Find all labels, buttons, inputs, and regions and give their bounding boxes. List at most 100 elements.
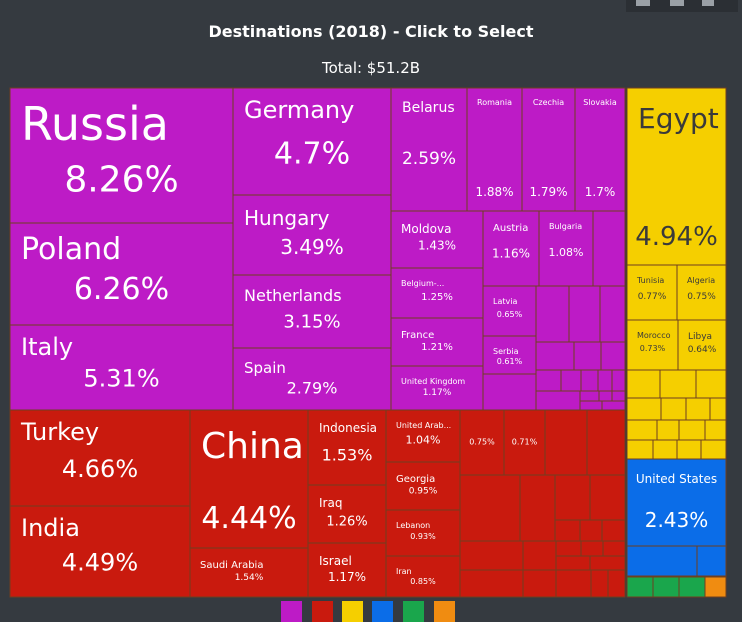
treemap-small-tile[interactable] (660, 397, 687, 421)
treemap-tile-rect[interactable] (307, 542, 387, 598)
table-view-icon[interactable] (636, 0, 650, 6)
treemap-small-tile[interactable] (568, 285, 601, 343)
treemap-tile-rect[interactable] (538, 210, 594, 287)
treemap-tile-rect[interactable] (307, 409, 387, 486)
south-america-icon[interactable] (403, 601, 424, 622)
treemap-tile-romania[interactable]: Romania 1.88% (466, 87, 523, 212)
treemap-small-tile[interactable] (573, 341, 602, 371)
treemap-tile-rect[interactable] (482, 285, 537, 337)
north-america-icon[interactable] (372, 601, 393, 622)
treemap-small-tile[interactable] (459, 569, 524, 598)
treemap-tile-rect[interactable] (521, 87, 576, 212)
treemap-small-tile[interactable] (555, 540, 582, 557)
treemap-tile-rect[interactable] (232, 274, 392, 349)
treemap-small-tile[interactable] (554, 519, 581, 542)
treemap-small-tile[interactable] (659, 369, 697, 399)
treemap-small-tile[interactable] (678, 419, 706, 441)
treemap-small-tile[interactable] (626, 545, 698, 577)
treemap-tile-czechia[interactable]: Czechia 1.79% (521, 87, 576, 212)
treemap-small-tile[interactable] (555, 555, 591, 571)
treemap-small-tile[interactable] (626, 439, 654, 460)
treemap-tile-morocco[interactable]: Morocco 0.73% (626, 319, 679, 371)
treemap-small-tile[interactable] (579, 390, 600, 402)
treemap-small-tile[interactable] (459, 474, 521, 542)
treemap-tile-rect[interactable] (385, 509, 461, 557)
treemap-tile-hungary[interactable]: Hungary 3.49% (232, 194, 392, 276)
treemap-small-tile[interactable] (600, 341, 626, 371)
treemap-small-tile[interactable] (652, 439, 678, 460)
treemap-tile-rect[interactable] (390, 365, 484, 411)
treemap-tile-rect[interactable] (9, 409, 191, 507)
treemap-small-tile[interactable] (656, 419, 680, 441)
treemap-small-tile[interactable] (626, 576, 654, 598)
treemap-tile-rect[interactable] (626, 458, 727, 547)
treemap-tile-rect[interactable] (232, 194, 392, 276)
treemap-tile-germany[interactable]: Germany 4.7% (232, 87, 392, 196)
treemap-small-tile[interactable] (560, 369, 582, 392)
oceania-icon[interactable] (434, 601, 455, 622)
treemap-tile-bulgaria[interactable]: Bulgaria 1.08% (538, 210, 594, 287)
treemap-tile-united-kingdom[interactable]: United Kingdom 1.17% (390, 365, 484, 411)
treemap-tile-netherlands[interactable]: Netherlands 3.15% (232, 274, 392, 349)
treemap-tile-rect[interactable] (232, 347, 392, 411)
treemap-small-tile[interactable] (589, 555, 626, 571)
treemap-small-tile[interactable] (586, 409, 626, 476)
treemap-small-tile[interactable] (580, 369, 599, 392)
treemap-small-tile[interactable] (696, 545, 727, 577)
treemap-tile-poland[interactable]: Poland 6.26% (9, 222, 234, 326)
treemap-small-tile[interactable] (676, 439, 702, 460)
treemap-tile-slovakia[interactable]: Slovakia 1.7% (574, 87, 626, 212)
treemap-tile-egypt[interactable]: Egypt 4.94% (626, 87, 727, 266)
treemap-small-tile[interactable] (482, 373, 537, 411)
treemap-small-tile[interactable] (601, 400, 626, 411)
treemap-tile-0-71[interactable]: 0.71% (503, 409, 546, 476)
treemap-tile-libya[interactable]: Libya 0.64% (677, 319, 727, 371)
treemap-small-tile[interactable] (554, 474, 591, 521)
treemap-small-tile[interactable] (601, 519, 626, 542)
treemap-tile-rect[interactable] (189, 547, 309, 598)
asia-icon[interactable] (312, 601, 333, 622)
treemap-small-tile[interactable] (704, 419, 727, 441)
treemap-small-tile[interactable] (544, 409, 588, 476)
treemap-tile-rect[interactable] (385, 555, 461, 598)
treemap-small-tile[interactable] (678, 576, 706, 598)
treemap-tile-china[interactable]: China 4.44% (189, 409, 309, 549)
treemap-tile-rect[interactable] (459, 409, 505, 476)
treemap-small-tile[interactable] (685, 397, 711, 421)
treemap-small-tile[interactable] (579, 400, 603, 411)
treemap-small-tile[interactable] (590, 569, 609, 598)
treemap-tile-rect[interactable] (482, 335, 537, 375)
treemap-tile-algeria[interactable]: Algeria 0.75% (676, 264, 727, 321)
treemap-small-tile[interactable] (626, 397, 662, 421)
africa-icon[interactable] (342, 601, 363, 622)
treemap-tile-india[interactable]: India 4.49% (9, 505, 191, 598)
treemap-small-tile[interactable] (611, 369, 626, 392)
treemap-tile-georgia[interactable]: Georgia 0.95% (385, 461, 461, 511)
treemap-small-tile[interactable] (700, 439, 727, 460)
treemap-tile-united-states[interactable]: United States 2.43% (626, 458, 727, 547)
treemap-tile-iraq[interactable]: Iraq 1.26% (307, 484, 387, 544)
treemap-tile-rect[interactable] (9, 505, 191, 598)
treemap-tile-indonesia[interactable]: Indonesia 1.53% (307, 409, 387, 486)
treemap-small-tile[interactable] (652, 576, 680, 598)
treemap-tile-russia[interactable]: Russia 8.26% (9, 87, 234, 224)
treemap-small-tile[interactable] (598, 390, 613, 402)
treemap-tile-rect[interactable] (9, 87, 234, 224)
treemap-small-tile[interactable] (535, 369, 562, 392)
treemap-small-tile[interactable] (611, 390, 626, 402)
treemap-small-tile[interactable] (704, 576, 727, 598)
download-icon[interactable] (702, 0, 714, 6)
treemap-tile-rect[interactable] (626, 87, 727, 266)
treemap-tile-belgium[interactable]: Belgium-... 1.25% (390, 267, 484, 319)
treemap-small-tile[interactable] (522, 569, 557, 598)
treemap-tile-israel[interactable]: Israel 1.17% (307, 542, 387, 598)
treemap-small-tile[interactable] (695, 369, 727, 399)
treemap-tile-italy[interactable]: Italy 5.31% (9, 324, 234, 411)
treemap-tile-turkey[interactable]: Turkey 4.66% (9, 409, 191, 507)
treemap-small-tile[interactable] (535, 390, 581, 411)
treemap-tile-rect[interactable] (9, 324, 234, 411)
treemap-small-tile[interactable] (709, 397, 727, 421)
